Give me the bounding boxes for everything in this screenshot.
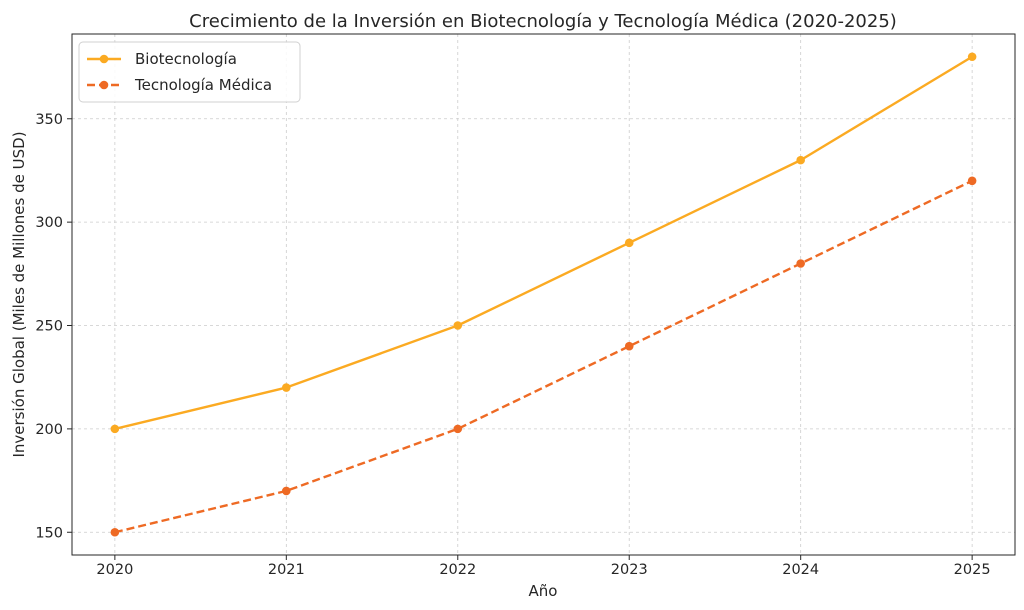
y-tick-label: 200 bbox=[35, 422, 63, 438]
chart-title: Crecimiento de la Inversión en Biotecnol… bbox=[189, 11, 897, 32]
legend-label: Tecnología Médica bbox=[134, 76, 272, 94]
x-tick-label: 2025 bbox=[954, 562, 991, 578]
data-point bbox=[453, 321, 463, 330]
y-tick-label: 250 bbox=[35, 319, 63, 335]
data-point bbox=[282, 486, 291, 496]
series-group bbox=[110, 52, 977, 537]
y-tick-label: 350 bbox=[35, 112, 63, 128]
y-axis-label: Inversión Global (Miles de Millones de U… bbox=[10, 131, 28, 457]
series-line bbox=[114, 179, 973, 534]
plot-area-frame bbox=[71, 33, 1016, 556]
x-tick-label: 2020 bbox=[96, 562, 133, 578]
x-tick-label: 2024 bbox=[782, 562, 819, 578]
data-point bbox=[796, 155, 805, 165]
data-point bbox=[282, 383, 291, 392]
data-point bbox=[967, 176, 977, 186]
data-point bbox=[967, 52, 977, 62]
x-axis-label: Año bbox=[529, 582, 558, 600]
legend-swatch-marker bbox=[99, 80, 109, 90]
legend-swatch-marker bbox=[99, 54, 109, 64]
grid-lines bbox=[72, 34, 1015, 555]
legend-label: Biotecnología bbox=[135, 50, 237, 68]
data-point bbox=[453, 424, 463, 434]
y-tick-label: 300 bbox=[35, 215, 63, 231]
data-point bbox=[110, 424, 120, 434]
x-axis: 2020 2021 2022 2023 2024 2025 bbox=[96, 555, 991, 578]
data-point bbox=[110, 527, 120, 537]
x-tick-label: 2021 bbox=[268, 562, 305, 578]
legend: Biotecnología Tecnología Médica bbox=[78, 41, 301, 103]
series-1 bbox=[110, 52, 977, 434]
y-tick-label: 150 bbox=[35, 525, 63, 541]
x-tick-label: 2023 bbox=[611, 562, 648, 578]
legend-box bbox=[78, 41, 301, 103]
series-2 bbox=[110, 176, 977, 537]
data-point bbox=[624, 238, 634, 248]
data-point bbox=[796, 259, 805, 268]
x-tick-label: 2022 bbox=[439, 562, 476, 578]
y-axis: 150 200 250 300 350 bbox=[35, 112, 72, 541]
data-point bbox=[624, 341, 634, 351]
series-line bbox=[114, 55, 973, 431]
